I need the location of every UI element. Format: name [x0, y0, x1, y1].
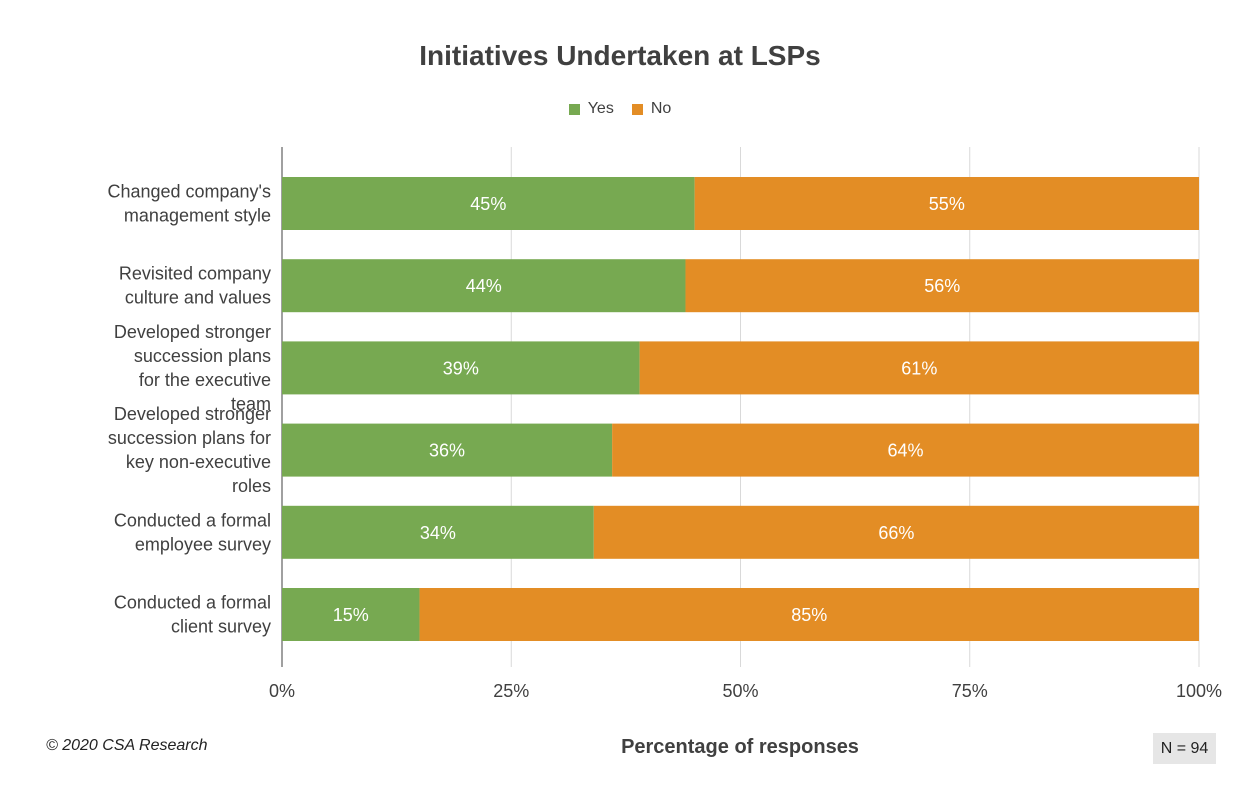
- data-label-yes-0: 45%: [470, 194, 506, 214]
- data-label-yes-5: 15%: [333, 605, 369, 625]
- data-label-no-0: 55%: [929, 194, 965, 214]
- bar-yes-2: [282, 341, 640, 395]
- x-tick-label: 0%: [269, 681, 295, 701]
- data-label-yes-4: 34%: [420, 523, 456, 543]
- x-tick-label: 50%: [722, 681, 758, 701]
- legend-swatch-yes: [568, 103, 580, 115]
- bar-no-5: [419, 588, 1199, 641]
- bar-no-3: [612, 423, 1199, 477]
- legend-entry-no: No: [631, 100, 672, 118]
- data-label-no-1: 56%: [924, 276, 960, 296]
- bar-no-0: [694, 177, 1199, 230]
- data-label-yes-1: 44%: [466, 276, 502, 296]
- legend-label-no: No: [650, 100, 672, 117]
- bar-yes-4: [282, 505, 594, 559]
- data-label-yes-3: 36%: [429, 441, 465, 461]
- data-label-no-3: 64%: [888, 441, 924, 461]
- category-label-4: Conducted a formal employee survey: [114, 510, 271, 554]
- legend-entry-yes: Yes: [568, 100, 614, 118]
- category-label-5: Conducted a formal client survey: [114, 593, 271, 637]
- x-tick-label: 25%: [493, 681, 529, 701]
- bar-no-4: [593, 505, 1199, 559]
- x-tick-label: 75%: [952, 681, 988, 701]
- x-tick-label: 100%: [1176, 681, 1222, 701]
- category-label-2: Developed stronger succession plans for th…: [114, 322, 271, 414]
- category-label-1: Revisited company culture and values: [119, 264, 271, 308]
- bar-no-1: [685, 259, 1199, 313]
- legend-swatch-no: [631, 103, 643, 115]
- x-axis-title: Percentage of responses: [621, 736, 859, 758]
- data-label-yes-2: 39%: [443, 358, 479, 378]
- copyright-note: © 2020 CSA Research: [46, 737, 208, 754]
- legend-label-yes: Yes: [587, 100, 614, 117]
- category-label-3: Developed stronger succession plans for ke…: [108, 404, 271, 496]
- bar-yes-0: [282, 177, 695, 230]
- chart-title: Initiatives Undertaken at LSPs: [419, 40, 821, 71]
- sample-size-note: N = 94: [1153, 733, 1216, 764]
- category-label-0: Changed company's management style: [107, 182, 271, 226]
- data-label-no-4: 66%: [878, 523, 914, 543]
- bar-yes-5: [282, 588, 420, 641]
- data-label-no-5: 85%: [791, 605, 827, 625]
- legend: Yes No: [0, 100, 1240, 118]
- data-label-no-2: 61%: [901, 358, 937, 378]
- bar-yes-1: [282, 259, 686, 313]
- bar-no-2: [639, 341, 1199, 395]
- bar-yes-3: [282, 423, 613, 477]
